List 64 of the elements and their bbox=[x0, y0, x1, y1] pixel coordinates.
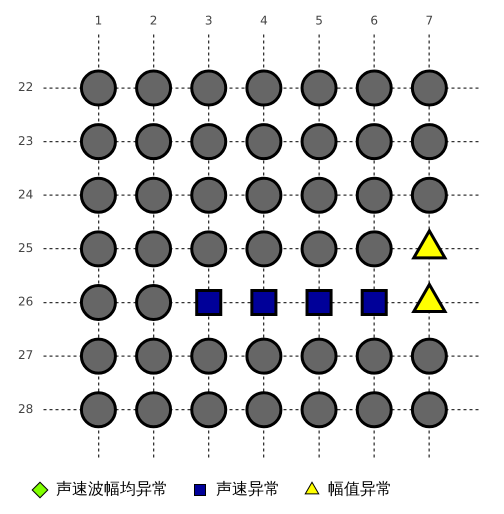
x-tick-label: 2 bbox=[150, 13, 158, 28]
point bbox=[190, 70, 228, 107]
point bbox=[356, 391, 393, 428]
point bbox=[300, 391, 338, 428]
point bbox=[135, 176, 172, 214]
point bbox=[245, 70, 282, 107]
point bbox=[190, 176, 228, 214]
y-tick-label: 23 bbox=[18, 134, 34, 148]
legend-label: 幅值异常 bbox=[328, 479, 392, 498]
point bbox=[245, 338, 282, 375]
point bbox=[80, 391, 117, 428]
y-tick-label: 25 bbox=[18, 241, 34, 256]
point bbox=[245, 391, 282, 428]
x-tick-label: 5 bbox=[315, 13, 323, 28]
point bbox=[190, 391, 228, 428]
point bbox=[135, 123, 172, 160]
point bbox=[300, 70, 338, 107]
point bbox=[80, 70, 117, 107]
point bbox=[306, 288, 333, 316]
point bbox=[356, 338, 393, 375]
x-tick-label: 3 bbox=[204, 13, 213, 28]
y-tick-label: 28 bbox=[18, 402, 34, 416]
point bbox=[250, 288, 278, 316]
point bbox=[80, 123, 117, 160]
point bbox=[300, 230, 338, 268]
point bbox=[356, 70, 393, 107]
y-tick-label: 26 bbox=[18, 294, 34, 309]
point bbox=[190, 230, 228, 268]
point bbox=[195, 288, 222, 316]
point bbox=[300, 176, 338, 214]
point bbox=[356, 230, 393, 268]
x-tick-label: 7 bbox=[426, 13, 434, 28]
point bbox=[410, 123, 448, 160]
point bbox=[356, 123, 393, 160]
point bbox=[80, 284, 117, 321]
y-tick-label: 24 bbox=[18, 187, 34, 202]
point bbox=[300, 123, 338, 160]
point bbox=[356, 176, 393, 214]
point bbox=[190, 123, 228, 160]
point bbox=[135, 70, 172, 107]
legend-label: 声速异常 bbox=[216, 479, 280, 498]
point bbox=[80, 230, 117, 268]
point bbox=[135, 338, 172, 375]
y-tick-label: 22 bbox=[18, 80, 34, 94]
point bbox=[245, 123, 282, 160]
point bbox=[410, 176, 448, 214]
point bbox=[410, 70, 448, 107]
point bbox=[410, 391, 448, 428]
point bbox=[410, 338, 448, 375]
point bbox=[80, 338, 117, 375]
y-tick-label: 27 bbox=[18, 348, 34, 362]
point bbox=[245, 230, 282, 268]
point bbox=[190, 338, 228, 375]
point bbox=[80, 176, 117, 214]
point bbox=[300, 338, 338, 375]
x-tick-label: 1 bbox=[94, 13, 102, 28]
point bbox=[135, 284, 172, 321]
point bbox=[135, 391, 172, 428]
x-tick-label: 4 bbox=[260, 13, 268, 28]
point bbox=[360, 288, 388, 316]
legend-label: 声速波幅均异常 bbox=[56, 479, 168, 498]
x-tick-label: 6 bbox=[370, 13, 378, 28]
point bbox=[245, 176, 282, 214]
point bbox=[135, 230, 172, 268]
